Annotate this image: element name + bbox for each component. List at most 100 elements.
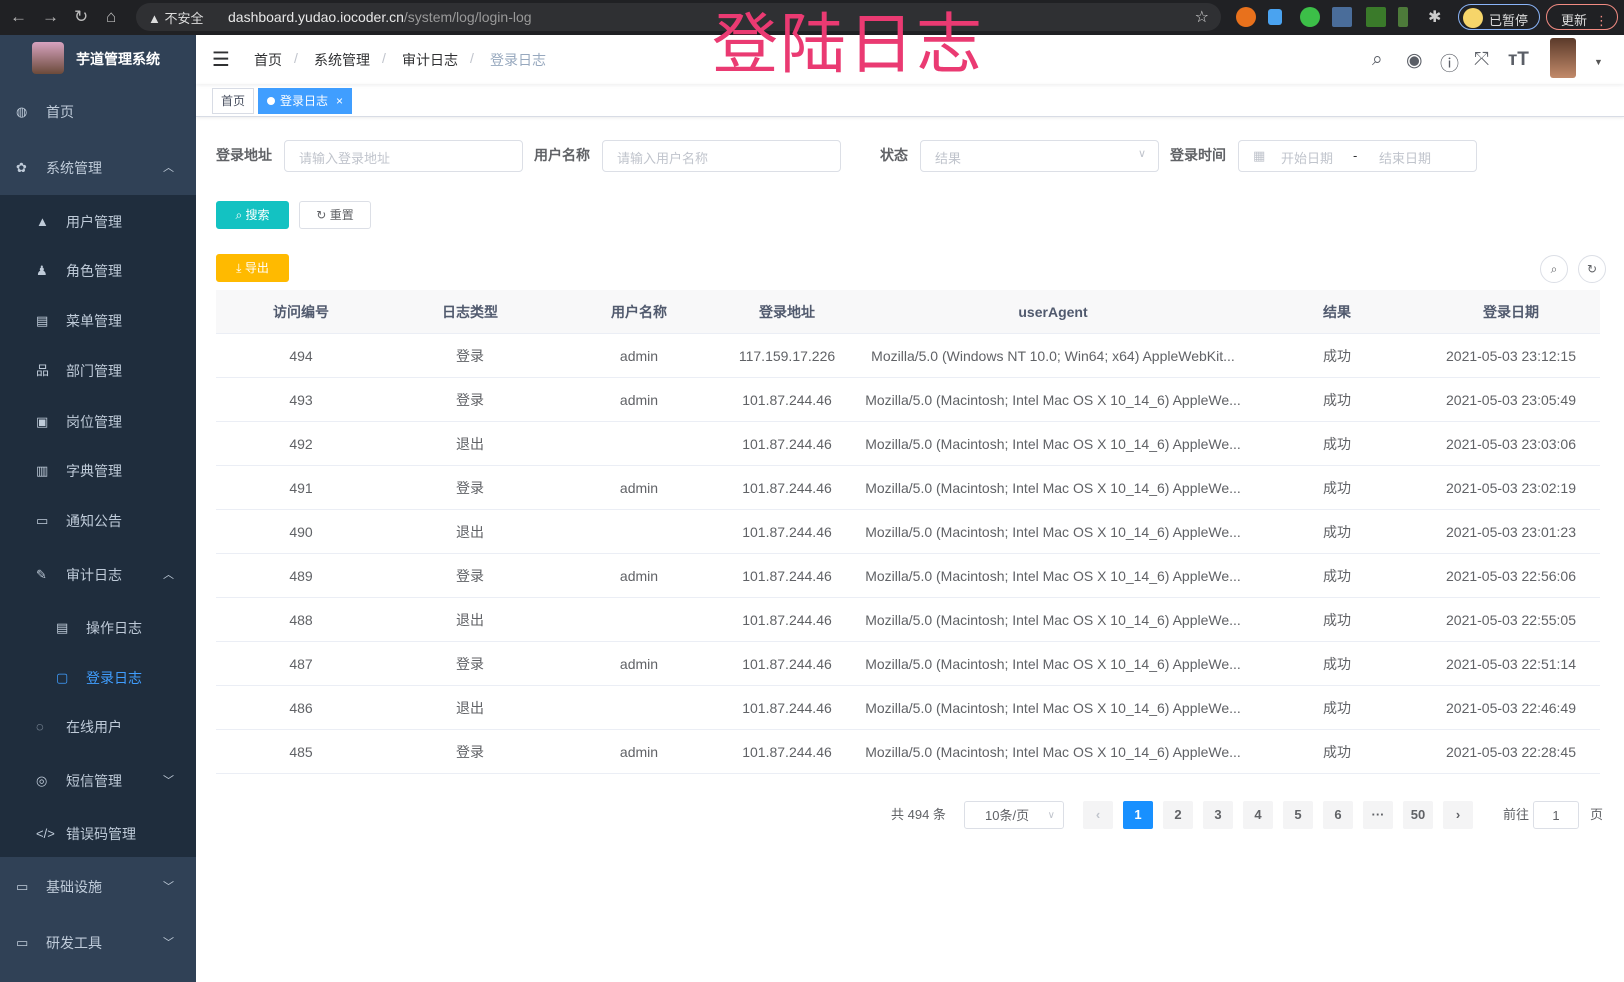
search-icon[interactable]: ⌕ xyxy=(1372,49,1383,70)
table-cell: 101.87.244.46 xyxy=(742,436,832,452)
page-size-select[interactable]: 10条/页 ∨ xyxy=(964,801,1064,829)
warning-icon: ▲ xyxy=(148,11,165,26)
refresh-button[interactable]: ↻ xyxy=(1578,255,1606,283)
puzzle-icon[interactable]: ✱ xyxy=(1428,9,1442,26)
font-size-icon[interactable]: тT xyxy=(1508,49,1529,70)
table-cell: 成功 xyxy=(1323,656,1351,672)
sidebar-item[interactable]: ◎ 短信管理 ﹀ xyxy=(0,756,196,806)
page-button[interactable]: 4 xyxy=(1243,801,1273,829)
page-button[interactable]: 5 xyxy=(1283,801,1313,829)
table-cell: 登录 xyxy=(456,348,484,364)
sidebar-item[interactable]: ◌ 在线用户 xyxy=(0,702,196,752)
fullscreen-icon[interactable]: ⤧ xyxy=(1474,49,1490,70)
chevron-down-icon: ﹀ xyxy=(163,881,174,893)
sidebar-item-label: 系统管理 xyxy=(46,160,102,176)
sidebar-item[interactable]: ♟ 角色管理 xyxy=(0,246,196,296)
caret-down-icon[interactable]: ▼ xyxy=(1594,57,1603,67)
shield-icon: ◎ xyxy=(36,773,48,788)
sidebar-item-label: 字典管理 xyxy=(66,463,122,479)
sidebar-item[interactable]: ▥ 字典管理 xyxy=(0,446,196,496)
forward-icon[interactable]: → xyxy=(42,7,59,26)
table-cell: 退出 xyxy=(456,524,484,540)
column-header: userAgent xyxy=(1018,304,1088,320)
sidebar-item[interactable]: ▭ 研发工具 ﹀ xyxy=(0,918,196,968)
tag-login-log[interactable]: 登录日志 × xyxy=(258,88,353,114)
range-separator: - xyxy=(1353,148,1358,163)
sidebar-item[interactable]: ▤ 菜单管理 xyxy=(0,296,196,346)
sidebar-item[interactable]: ✿ 系统管理 ︿ xyxy=(0,143,196,193)
status-select[interactable]: 结果 ∨ xyxy=(920,140,1159,172)
sidebar-item-label: 角色管理 xyxy=(66,263,122,279)
address-input[interactable]: 请输入登录地址 xyxy=(284,140,523,172)
breadcrumb-item[interactable]: 首页 xyxy=(254,52,282,68)
help-icon[interactable]: ⓘ xyxy=(1440,54,1460,75)
sidebar-item[interactable]: ▭ 通知公告 xyxy=(0,496,196,546)
table-cell: 登录 xyxy=(456,392,484,408)
sidebar-item[interactable]: ▭ 基础设施 ﹀ xyxy=(0,862,196,912)
sidebar-item-label: 首页 xyxy=(46,104,74,120)
tag-home[interactable]: 首页 xyxy=(212,88,255,114)
refresh-icon: ↻ xyxy=(316,208,330,222)
table-cell: Mozilla/5.0 (Macintosh; Intel Mac OS X 1… xyxy=(865,612,1241,628)
page-button[interactable]: 2 xyxy=(1163,801,1193,829)
prev-page-button[interactable]: ‹ xyxy=(1083,801,1113,829)
page-button[interactable]: 6 xyxy=(1323,801,1353,829)
security-label: 不安全 xyxy=(164,11,204,26)
star-icon[interactable]: ☆ xyxy=(1194,9,1209,26)
sidebar-item[interactable]: ◍ 首页 xyxy=(0,87,196,137)
profile-button[interactable]: 已暂停 xyxy=(1458,4,1540,30)
username-label: 用户名称 xyxy=(534,147,590,163)
page-button[interactable]: 50 xyxy=(1403,801,1433,829)
sidebar-item-label: 在线用户 xyxy=(66,719,122,735)
table-cell: 492 xyxy=(289,436,313,452)
sidebar-item-label: 登录日志 xyxy=(86,670,142,686)
tag-label: 首页 xyxy=(221,94,246,108)
export-button[interactable]: ⤓ 导出 xyxy=(216,254,289,282)
goto-page-input[interactable]: 1 xyxy=(1533,801,1579,829)
address-bar[interactable]: ▲ 不安全 dashboard.yudao.iocoder.cn/system/… xyxy=(136,3,1221,31)
placeholder: 请输入用户名称 xyxy=(617,151,709,166)
reset-button[interactable]: ↻ 重置 xyxy=(299,201,371,229)
extension-icon[interactable] xyxy=(1236,7,1256,27)
extension-icon[interactable] xyxy=(1398,7,1408,27)
tags-view: 首页 登录日志 × xyxy=(196,84,1624,117)
sidebar-item[interactable]: 品 部门管理 xyxy=(0,346,196,396)
breadcrumb-separator: / xyxy=(470,50,474,66)
home-icon[interactable]: ⌂ xyxy=(106,7,117,26)
sidebar-item[interactable]: ▲ 用户管理 xyxy=(0,197,196,247)
back-icon[interactable]: ← xyxy=(10,7,27,26)
table-cell: admin xyxy=(619,656,659,672)
user-avatar[interactable] xyxy=(1550,38,1576,78)
github-icon[interactable]: ◉ xyxy=(1406,50,1423,71)
search-button[interactable]: ⌕ 搜索 xyxy=(216,201,289,229)
gear-icon: ✿ xyxy=(16,160,27,175)
logo xyxy=(32,42,64,74)
toggle-search-button[interactable]: ⌕ xyxy=(1540,255,1568,283)
table-cell: 485 xyxy=(289,744,313,760)
page-button[interactable]: 3 xyxy=(1203,801,1233,829)
breadcrumb-item[interactable]: 审计日志 xyxy=(402,52,458,68)
close-icon[interactable]: × xyxy=(336,94,344,108)
more-pages-button[interactable]: ··· xyxy=(1363,801,1393,829)
extension-icon[interactable] xyxy=(1300,7,1320,27)
next-page-button[interactable]: › xyxy=(1443,801,1473,829)
page-button[interactable]: 1 xyxy=(1123,801,1153,829)
extension-icon[interactable] xyxy=(1366,7,1386,27)
hamburger-icon[interactable]: ☰ xyxy=(212,49,230,71)
extension-icon[interactable] xyxy=(1268,9,1282,25)
paused-label: 已暂停 xyxy=(1489,13,1529,28)
update-label: 更新 xyxy=(1561,13,1588,28)
update-button[interactable]: 更新 ⋮ xyxy=(1546,4,1618,30)
breadcrumb-separator: / xyxy=(382,50,386,66)
sidebar-item[interactable]: ✎ 审计日志 ︿ xyxy=(0,550,196,600)
extension-icon[interactable] xyxy=(1332,7,1352,27)
sidebar-item[interactable]: ▢ 登录日志 xyxy=(0,653,196,703)
sidebar-item[interactable]: ▣ 岗位管理 xyxy=(0,397,196,447)
date-range-picker[interactable]: ▦ 开始日期 - 结束日期 xyxy=(1238,140,1477,172)
breadcrumb-item[interactable]: 系统管理 xyxy=(314,52,370,68)
sidebar-item[interactable]: ▤ 操作日志 xyxy=(0,603,196,653)
username-input[interactable]: 请输入用户名称 xyxy=(602,140,841,172)
sidebar-item[interactable]: </> 错误码管理 xyxy=(0,809,196,859)
reload-icon[interactable]: ↻ xyxy=(74,7,89,26)
edit-icon: ✎ xyxy=(36,567,47,582)
